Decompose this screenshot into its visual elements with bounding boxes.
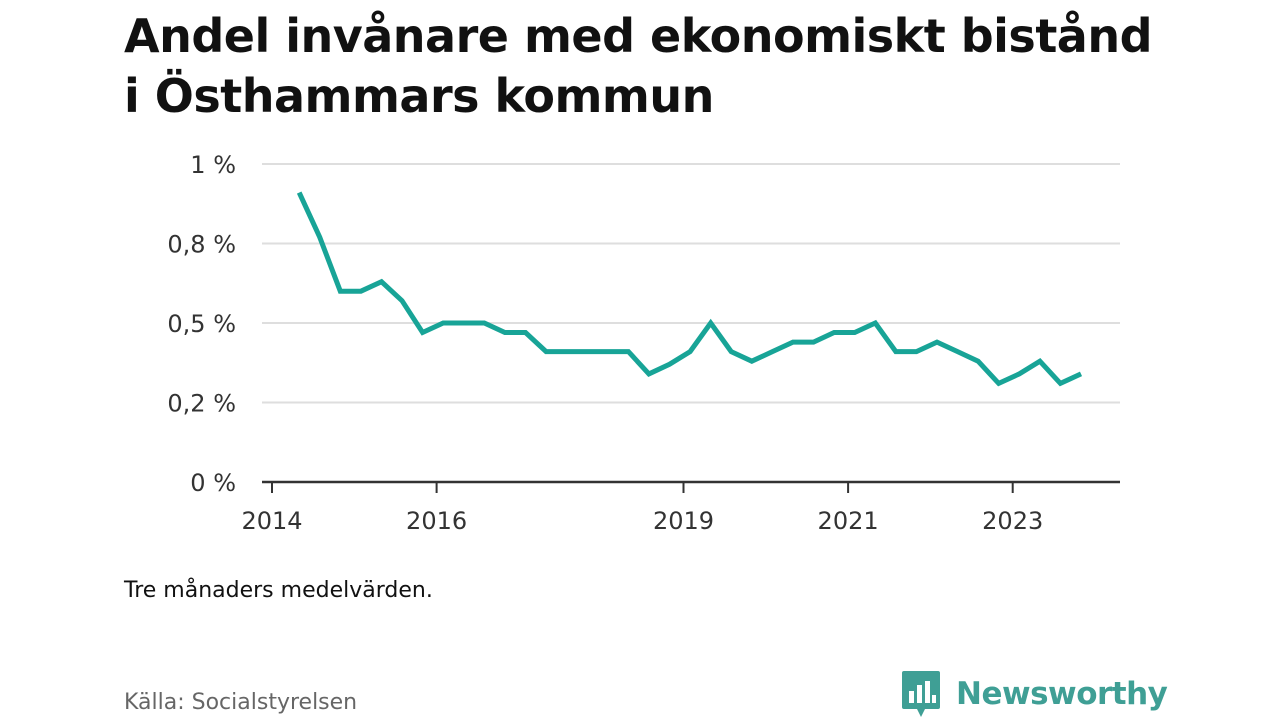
x-axis-tick-labels: 2014 2016 2019 2021 2023 (241, 507, 1043, 535)
brand-name: Newsworthy (956, 676, 1168, 712)
chart-title: Andel invånare med ekonomiskt bistånd i … (124, 9, 1153, 123)
x-tick-label: 2023 (982, 507, 1043, 535)
y-tick-label: 0,5 % (167, 310, 236, 338)
y-tick-label: 1 % (190, 151, 236, 179)
gridlines (262, 163, 1120, 404)
series-layer (296, 191, 1083, 387)
y-tick-label: 0,8 % (167, 231, 236, 259)
y-tick-label: 0,2 % (167, 390, 236, 418)
x-tick-label: 2014 (241, 507, 302, 535)
chart-note: Tre månaders medelvärden. (124, 578, 433, 603)
brand-logo[interactable]: Newsworthy (900, 668, 1168, 720)
source-label: Källa: Socialstyrelsen (124, 690, 358, 715)
x-tick-label: 2021 (818, 507, 879, 535)
y-tick-label: 0 % (190, 469, 236, 497)
x-tick-label: 2019 (653, 507, 714, 535)
bar-chart-speech-bubble-icon (902, 671, 940, 717)
x-tick-label: 2016 (406, 507, 467, 535)
series-line (296, 191, 1083, 387)
y-axis-tick-labels: 0 % 0,2 % 0,5 % 0,8 % 1 % (167, 151, 236, 497)
x-axis (262, 480, 1120, 493)
